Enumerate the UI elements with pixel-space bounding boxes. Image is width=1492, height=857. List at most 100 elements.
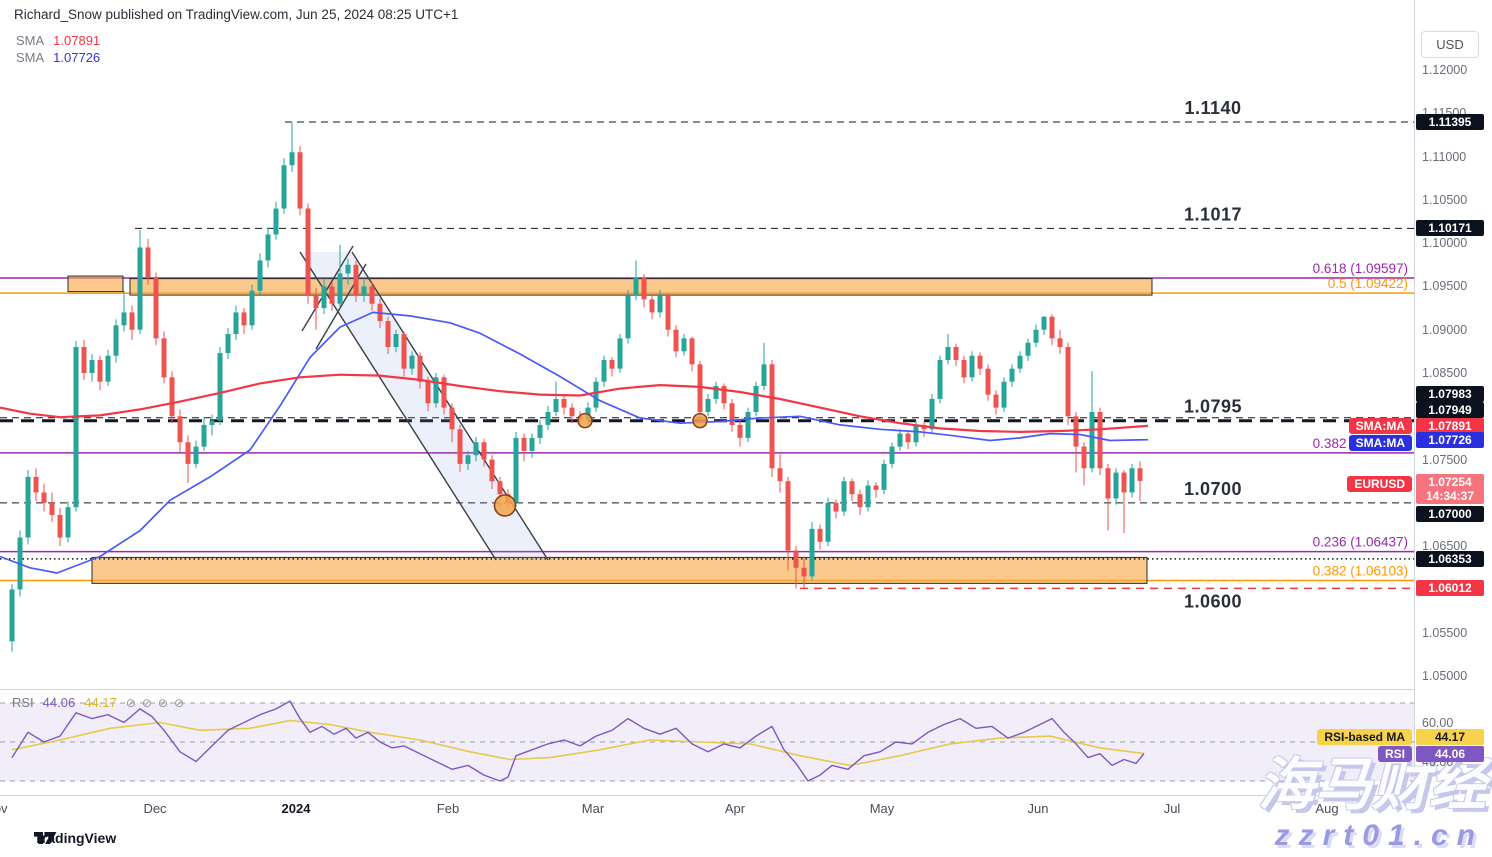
candle [433, 373, 439, 408]
supply-demand-zone[interactable] [129, 278, 1153, 296]
price-tick: 1.05000 [1422, 669, 1468, 683]
candle [385, 316, 391, 354]
candle [945, 334, 951, 365]
price-tick: 1.09000 [1422, 323, 1468, 337]
candle [905, 430, 911, 450]
candle [393, 329, 399, 353]
candle [129, 305, 135, 341]
candle [225, 327, 231, 360]
candle [897, 429, 903, 451]
fib-level-label: 0.236 (1.06437) [1313, 535, 1408, 550]
candle-body [265, 234, 271, 261]
candle [9, 584, 15, 652]
candle-body [1089, 411, 1095, 469]
candle-body [305, 208, 311, 296]
rsi-axis-tag: RSI [1377, 746, 1412, 762]
rsi-toolbar-icon[interactable]: ⊘ [173, 695, 185, 710]
time-label-jul: Jul [1163, 801, 1181, 816]
candle [1113, 468, 1119, 505]
candle [553, 381, 559, 417]
price-tick: 1.06500 [1422, 539, 1468, 553]
candle-body [337, 273, 343, 304]
candle [753, 381, 759, 417]
trendline[interactable] [351, 251, 549, 561]
rsi-pane[interactable] [0, 690, 1414, 795]
candle [369, 282, 375, 311]
candle [281, 158, 287, 214]
time-axis-scale[interactable]: Nov Dec 2024 Feb Mar Apr May Jun Jul Aug [0, 796, 1414, 824]
candle-body [705, 398, 711, 412]
rsi-tick: 60.00 [1422, 716, 1454, 730]
candle [681, 334, 687, 356]
eurusd-tag: EURUSD [1347, 476, 1412, 492]
candle [1009, 364, 1015, 387]
rsi-toolbar-icon[interactable]: ⊘ [157, 695, 168, 710]
candle-body [393, 334, 399, 348]
candle-body [769, 364, 775, 469]
candle-body [233, 312, 239, 335]
candle [617, 334, 623, 373]
published-line: Richard_Snow published on TradingView.co… [14, 7, 459, 22]
candle-body [945, 347, 951, 361]
candle [561, 395, 567, 415]
candle-body [1073, 416, 1079, 447]
candle [1129, 463, 1135, 498]
candle-body [1137, 468, 1143, 481]
supply-demand-zone[interactable] [67, 275, 124, 293]
rsi-legend[interactable]: RSI 44.06 44.17 ⊘ ⊘ ⊘ ⊘ [12, 695, 185, 710]
sma-legend-row[interactable]: SMA 1.07726 [16, 49, 100, 66]
tradingview-logo[interactable]: TradingView [34, 830, 116, 846]
price-level-label: 1.0795 [1184, 397, 1242, 417]
candle [113, 319, 119, 363]
candle [689, 336, 695, 372]
highlight-circle-marker[interactable] [493, 494, 517, 517]
price-badge: 1.06353 [1416, 551, 1484, 567]
rsi-toolbar-icon[interactable]: ⊘ [125, 695, 136, 710]
main-price-pane[interactable]: 1.1140 1.1017 1.0795 1.0700 1.0600 0.618 (1.0… [0, 0, 1414, 688]
sma-value: 1.07891 [53, 33, 101, 48]
sma-legend-row[interactable]: SMA 1.07891 [16, 32, 100, 49]
candle-body [561, 398, 567, 408]
candle-body [1121, 472, 1127, 493]
candle-body [441, 377, 447, 408]
candle [417, 352, 423, 389]
currency-toggle-button[interactable]: USD [1421, 31, 1479, 58]
trendline[interactable] [299, 251, 497, 561]
time-label-jun: Jun [1027, 801, 1049, 816]
trendline[interactable] [301, 245, 354, 332]
time-axis-separator [0, 795, 1492, 796]
candle-body [889, 446, 895, 464]
highlight-circle-marker[interactable] [692, 412, 708, 429]
time-label-aug: Aug [1315, 801, 1339, 816]
highlight-circle-marker[interactable] [577, 412, 593, 429]
candle-body [169, 377, 175, 417]
rsi-axis-badge: 44.06 [1416, 746, 1484, 762]
price-badge-countdown: 14:34:37 [1425, 489, 1475, 503]
pane-separator[interactable] [0, 689, 1492, 690]
candle [465, 450, 471, 470]
rsi-toolbar-icon[interactable]: ⊘ [141, 695, 152, 710]
candle-body [401, 334, 407, 369]
candle [169, 371, 175, 424]
indicator-legend: SMA 1.07891 SMA 1.07726 [16, 32, 100, 66]
candle [1025, 338, 1031, 361]
fib-level-label: 0.382 (1.06103) [1313, 564, 1408, 579]
candle-body [593, 381, 599, 408]
candle [457, 424, 463, 472]
rsi-line [11, 700, 1145, 782]
candle [353, 260, 359, 303]
candle-body [137, 247, 143, 330]
candle [329, 282, 335, 311]
supply-demand-zone[interactable] [91, 556, 1148, 584]
candle-body [897, 433, 903, 447]
candle [1017, 351, 1023, 373]
sma-ma-tag: SMA:MA [1348, 418, 1412, 434]
candle-body [633, 277, 639, 296]
candle [305, 203, 311, 304]
price-tick: 1.10000 [1422, 236, 1468, 250]
candle-body [1113, 472, 1119, 499]
candle [121, 290, 127, 332]
candle-body [737, 424, 743, 438]
candle [289, 122, 295, 173]
candle-body [177, 416, 183, 443]
